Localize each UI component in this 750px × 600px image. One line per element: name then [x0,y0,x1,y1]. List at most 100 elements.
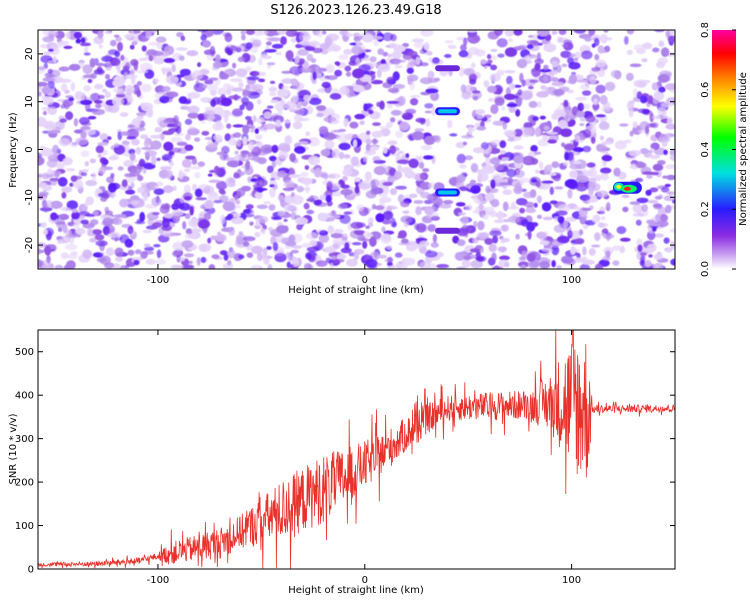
spectrogram-cell [537,30,550,37]
spectrogram-cell [596,190,609,198]
spectrogram-cell [150,155,157,165]
spectrogram-cell [591,244,601,248]
snr-panel: -100 0 100 0 100 200 300 400 500 Height of stra… [8,329,676,596]
spectrogram-cell [295,217,308,225]
spectrogram-cell [369,56,377,63]
spectrogram-cell [660,47,670,58]
spectrogram-cell [228,95,242,100]
spectrogram-cell [38,182,47,186]
spectrogram-cell [405,244,418,252]
spectrogram-cell [612,260,620,266]
spectrogram-cell [109,57,121,66]
spectrogram-cell [294,107,305,116]
spectrogram-cell [497,210,504,220]
spectrogram-cell [605,250,611,259]
spectrogram-cell [365,138,372,145]
spectrogram-cell [163,119,170,124]
spectrogram-cell [247,141,255,151]
spectrogram-cell [295,43,303,49]
spectrogram-cell [513,169,525,178]
spectrogram-cell [514,95,519,99]
spectrogram-cell [48,33,55,39]
spectrogram-cell [337,203,348,210]
spectrogram-cell [102,225,110,236]
spectrogram-cell [339,214,351,224]
spectrogram-cell [510,201,516,209]
spectrogram-cell [669,228,675,233]
spectrogram-cell [600,216,606,221]
spectrogram-cell [536,52,542,63]
spectrogram-cell [579,194,591,201]
spectrogram-cell [66,260,76,269]
spectrogram-cell [387,87,400,93]
spectrogram-cell [470,62,476,69]
spectrogram-cell [294,55,300,64]
spectrogram-cell [266,65,272,69]
spectrogram-cell [284,135,293,145]
spectrogram-cell [585,170,590,177]
spectrogram-cell [57,177,68,187]
spectrogram-cell [195,197,208,201]
snr-series-line [38,330,675,569]
spectrogram-cell [223,253,229,261]
spectrogram-cell [63,45,73,50]
spectrogram-cell [629,201,641,206]
spectrogram-cell [113,34,120,38]
spectrogram-cell [303,94,311,102]
spectrogram-cell [402,210,410,214]
spectrogram-cell [170,147,182,153]
spectrogram-cell [547,139,557,144]
spectrogram-cell [515,109,521,117]
spectrogram-cell [639,252,648,256]
spectrogram-cell [594,53,600,61]
spectrogram-cell [242,213,255,218]
spectrogram-cell [363,156,368,163]
spectrogram-cell [41,184,52,191]
spectrogram-cell [601,141,613,145]
spectrogram-cell [528,34,534,38]
spectrogram-cell [127,96,134,103]
spectrogram-cell [315,65,320,75]
spectrogram-cell [249,221,254,226]
spectrogram-cell [318,233,330,243]
spectrogram-cell [208,77,219,81]
spectrogram-cell [226,87,232,96]
spectrogram-cell [487,59,493,64]
spectrogram-cell [404,170,416,179]
spectrogram-cell [317,67,328,72]
spectrogram-cell [639,259,645,267]
spectrogram-cell [58,66,70,72]
spectrogram-cell [180,105,190,110]
spectrogram-cell [361,34,374,43]
y-tick-label: 100 [15,521,34,532]
spectrogram-cell [569,163,582,170]
spectrogram-cell [640,148,649,155]
spectrogram-cell [227,249,236,259]
spectrogram-cell [156,157,161,162]
spectrogram-cell [244,66,252,72]
spectrogram-cell [338,86,350,96]
snr-y-axis-label: SNR (10 * v/v) [8,413,19,484]
spectrogram-cell [530,68,543,73]
spectrogram-cell [513,145,524,150]
spectrogram-cell [480,59,487,65]
spectrogram-cell [380,59,386,65]
spectrogram-cell [332,129,343,133]
spectrogram-cell [342,168,353,177]
spectrogram-cell [261,228,266,235]
spectrogram-feature [435,227,460,234]
spectrogram-cell [105,62,112,68]
spectrogram-cell [362,241,368,249]
spectrogram-cell [493,163,504,171]
spectrogram-cell [528,85,534,90]
y-tick-label: 200 [15,478,34,489]
spectrogram-cell [154,78,160,83]
spectrogram-cell [204,106,216,112]
spectrogram-cell [170,264,184,269]
spectrogram-cell [582,246,587,256]
spectrogram-cell [492,120,506,126]
spectrogram-cell [57,40,70,46]
spectrogram-cell [410,98,419,106]
spectrogram-cell [75,227,86,235]
spectrogram-cell [592,102,600,111]
